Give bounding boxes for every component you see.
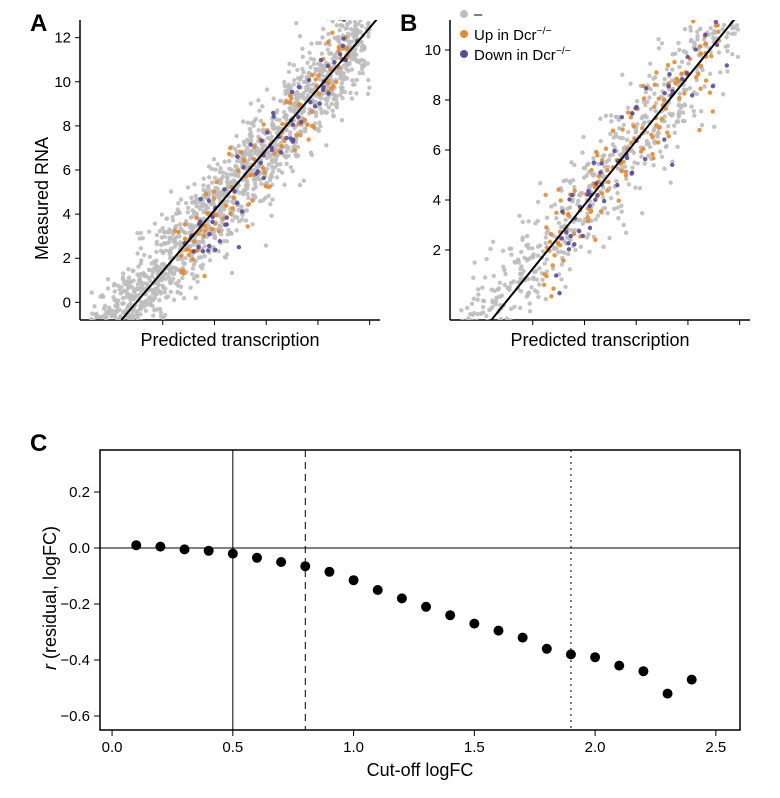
correlation-panel-c: 0.00.51.01.52.02.5−0.6−0.4−0.20.00.2 — [100, 450, 742, 732]
svg-text:4: 4 — [433, 192, 441, 209]
scatter-panel-b: 246810 — [450, 20, 752, 322]
svg-text:0: 0 — [63, 294, 71, 311]
scatter-panel-a: 024681012 — [80, 20, 382, 322]
panel-label-a: A — [30, 10, 47, 38]
svg-text:0.5: 0.5 — [222, 739, 243, 756]
svg-text:2.0: 2.0 — [585, 739, 606, 756]
svg-text:8: 8 — [433, 92, 441, 109]
svg-text:2.5: 2.5 — [705, 739, 726, 756]
legend-swatch-icon — [460, 10, 468, 18]
svg-text:2: 2 — [63, 250, 71, 267]
svg-text:1.0: 1.0 — [343, 739, 364, 756]
svg-text:8: 8 — [63, 118, 71, 135]
svg-text:12: 12 — [54, 30, 71, 47]
svg-text:1.5: 1.5 — [464, 739, 485, 756]
ylabel-a: Measured RNA — [32, 137, 53, 260]
panel-label-c: C — [30, 430, 47, 458]
svg-text:2: 2 — [433, 242, 441, 259]
svg-text:0.0: 0.0 — [69, 540, 90, 557]
xlabel-c: Cut-off logFC — [320, 760, 520, 781]
svg-text:−0.6: −0.6 — [60, 708, 90, 725]
svg-text:−0.4: −0.4 — [60, 652, 90, 669]
svg-text:6: 6 — [63, 162, 71, 179]
svg-text:0.2: 0.2 — [69, 484, 90, 501]
svg-text:−0.2: −0.2 — [60, 596, 90, 613]
svg-text:4: 4 — [63, 206, 71, 223]
svg-text:10: 10 — [424, 42, 441, 59]
panel-label-b: B — [400, 10, 417, 38]
svg-text:6: 6 — [433, 142, 441, 159]
svg-text:10: 10 — [54, 74, 71, 91]
xlabel-b: Predicted transcription — [500, 330, 700, 351]
xlabel-a: Predicted transcription — [130, 330, 330, 351]
svg-text:0.0: 0.0 — [102, 739, 123, 756]
ylabel-c: r (residual, logFC) — [40, 526, 61, 670]
figure-root: A B C – Up in Dcr−/− Down in Dcr−/− 0246… — [0, 0, 780, 798]
